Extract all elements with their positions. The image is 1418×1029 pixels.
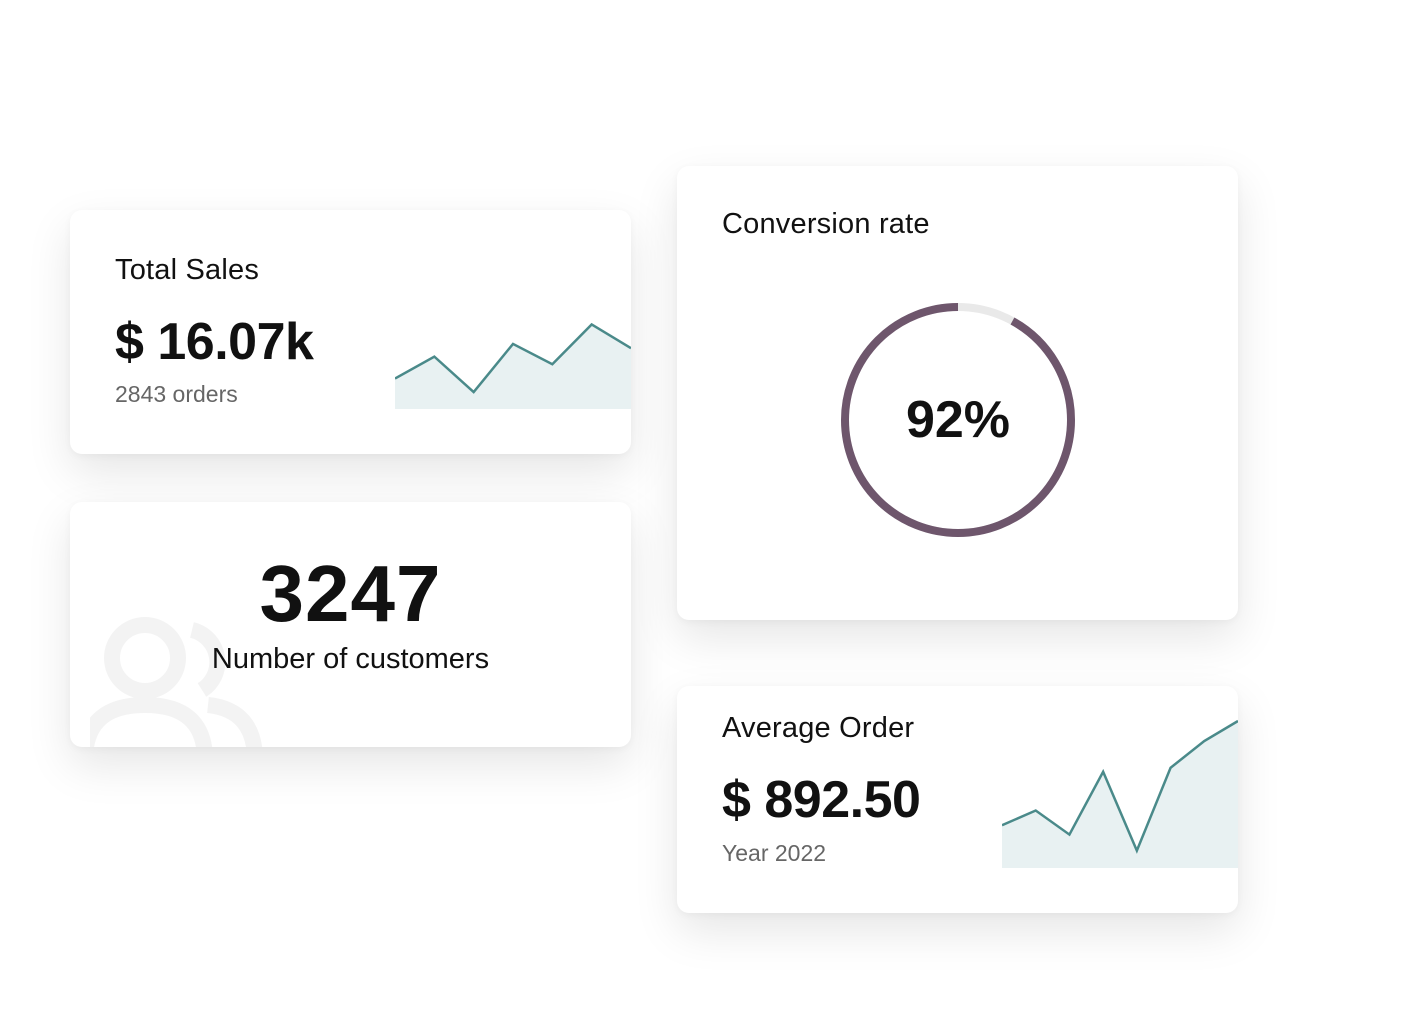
customers-label: Number of customers [211, 643, 490, 675]
conversion-rate-value: 92% [905, 391, 1011, 449]
conversion-rate-ring-progress [841, 303, 1075, 537]
conversion-rate-ring [841, 303, 1075, 537]
average-order-sparkline-area [1002, 721, 1238, 868]
conversion-rate-card: Conversion rate 92% [677, 166, 1238, 620]
total-sales-sparkline-line [395, 322, 631, 394]
customers-card: 3247 Number of customers [70, 502, 631, 747]
average-order-value: $ 892.50 [722, 771, 921, 829]
total-sales-orders: 2843 orders [115, 381, 238, 407]
total-sales-sparkline [395, 322, 631, 409]
average-order-sparkline-line [1002, 719, 1238, 854]
users-icon [90, 617, 263, 747]
total-sales-title: Total Sales [115, 254, 260, 286]
total-sales-sparkline-area [395, 324, 631, 409]
average-order-year: Year 2022 [722, 840, 827, 866]
average-order-title: Average Order [722, 712, 915, 744]
total-sales-value: $ 16.07k [115, 313, 314, 371]
average-order-card: Average Order $ 892.50 Year 2022 [677, 686, 1238, 913]
total-sales-card: Total Sales $ 16.07k 2843 orders [70, 210, 631, 454]
conversion-rate-title: Conversion rate [722, 208, 930, 240]
average-order-sparkline [1002, 719, 1238, 868]
customers-count: 3247 [259, 549, 442, 638]
